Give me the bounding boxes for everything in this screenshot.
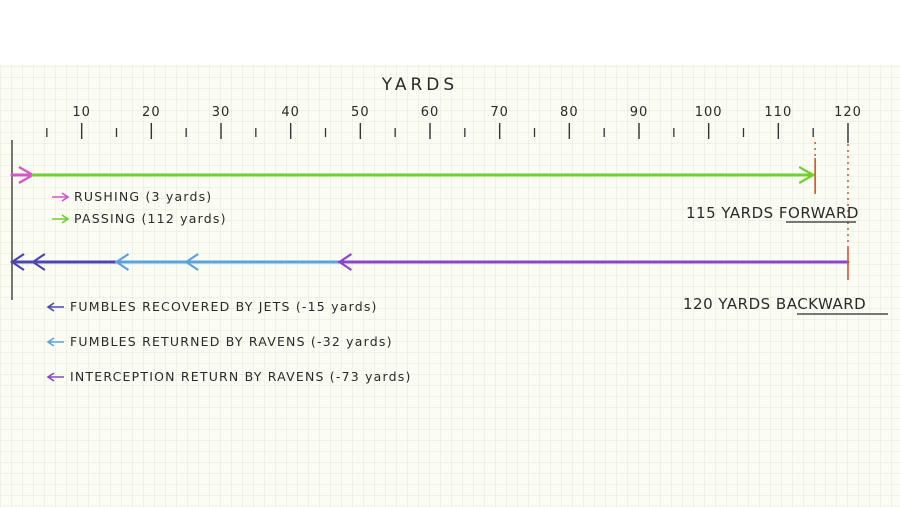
legend-label-fumbles-ravens: FUMBLES RETURNED BY RAVENS (-32 yards) — [70, 334, 393, 349]
tick-label: 100 — [695, 105, 723, 120]
forward-total-label: 115 YARDS FORWARD — [686, 204, 859, 222]
legend-label-fumbles-jets: FUMBLES RECOVERED BY JETS (-15 yards) — [70, 299, 378, 314]
tick-label: 40 — [281, 105, 300, 120]
legend-arrow-fumbles-jets — [46, 302, 64, 312]
legend-arrow-fumbles-ravens — [46, 337, 64, 347]
backward-arrowhead-2 — [338, 253, 353, 271]
tick-marks: 10 20 30 40 50 60 70 80 90 100 110 120 — [46, 105, 862, 143]
backward-extra-arrowhead-0 — [31, 253, 46, 271]
legend-arrow-rushing — [52, 192, 70, 202]
tick-label: 10 — [72, 105, 91, 120]
tick-label: 70 — [490, 105, 509, 120]
forward-arrowhead-1 — [798, 166, 815, 184]
tick-label: 80 — [560, 105, 579, 120]
legend-label-passing: PASSING (112 yards) — [74, 211, 227, 226]
tick-label: 120 — [834, 105, 862, 120]
tick-label: 110 — [764, 105, 792, 120]
legend-label-rushing: RUSHING (3 yards) — [74, 189, 212, 204]
tick-label: 90 — [630, 105, 649, 120]
backward-arrowhead-0 — [10, 253, 25, 271]
tick-label: 20 — [142, 105, 161, 120]
legend-arrow-passing — [52, 214, 70, 224]
chart-title: YARDS — [381, 75, 458, 95]
legend-arrow-interception — [46, 372, 64, 382]
tick-label: 50 — [351, 105, 370, 120]
backward-bars — [10, 144, 850, 280]
forward-bars — [10, 142, 816, 195]
backward-extra-arrowhead-1 — [185, 253, 199, 271]
tick-label: 60 — [421, 105, 440, 120]
backward-total-label: 120 YARDS BACKWARD — [683, 295, 866, 313]
forward-legend: RUSHING (3 yards) PASSING (112 yards) — [52, 189, 227, 226]
backward-arrowhead-1 — [115, 253, 130, 271]
backward-legend: FUMBLES RECOVERED BY JETS (-15 yards) FU… — [46, 299, 412, 384]
legend-label-interception: INTERCEPTION RETURN BY RAVENS (-73 yards… — [70, 369, 412, 384]
tick-label: 30 — [212, 105, 231, 120]
grid-paper — [0, 65, 900, 507]
